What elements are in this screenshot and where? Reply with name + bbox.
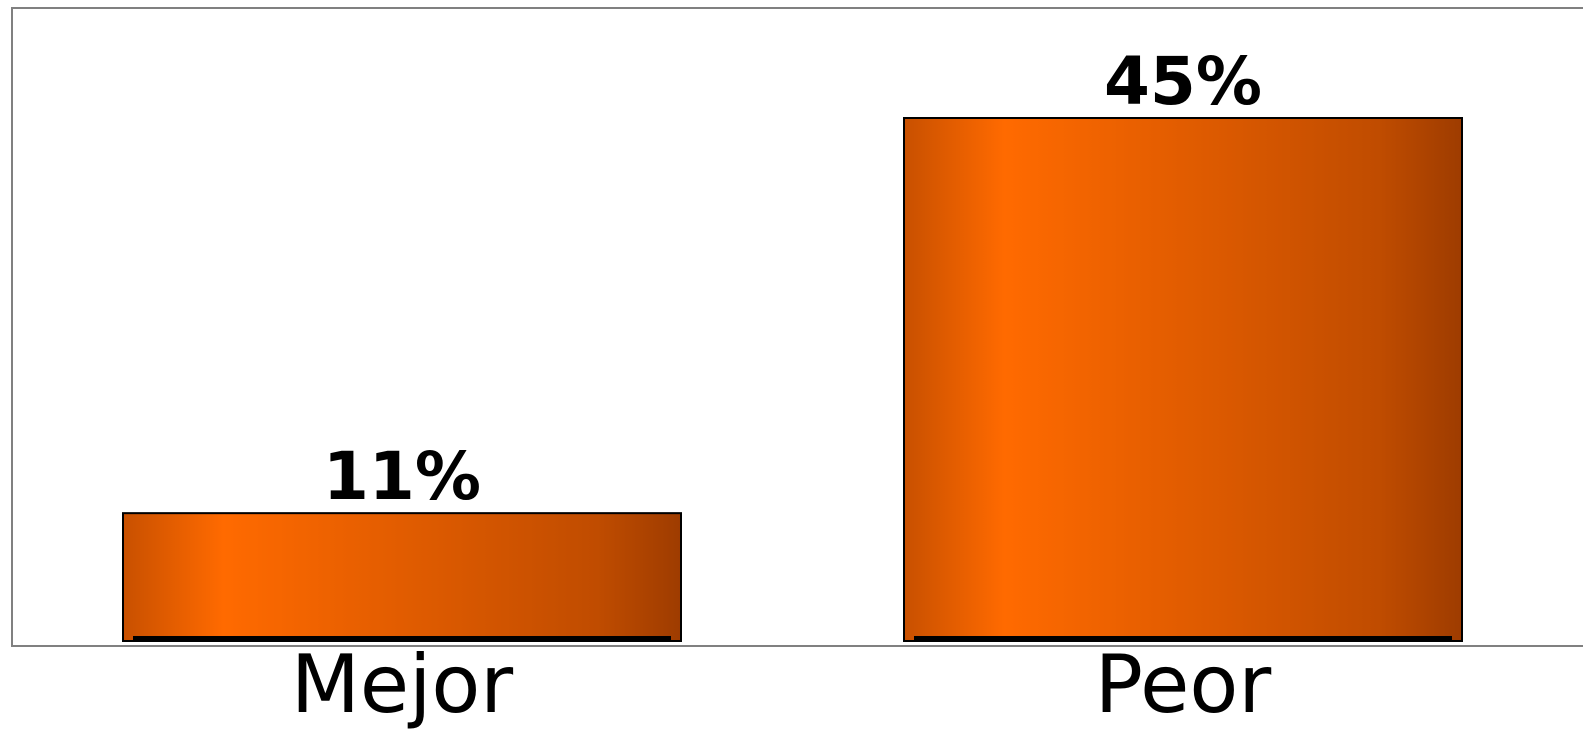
bar-mejor: [122, 512, 682, 643]
bar-base-mejor: [133, 636, 671, 641]
labels-group: 11% Mejor 45% Peor: [291, 43, 1271, 731]
bars-group: [122, 117, 1463, 643]
data-label-peor: 45%: [1104, 43, 1262, 120]
category-label-peor: Peor: [1095, 638, 1272, 731]
bar-peor: [903, 117, 1463, 642]
data-label-mejor: 11%: [323, 438, 481, 515]
category-label-mejor: Mejor: [291, 638, 513, 731]
bar-base-peor: [914, 636, 1452, 641]
